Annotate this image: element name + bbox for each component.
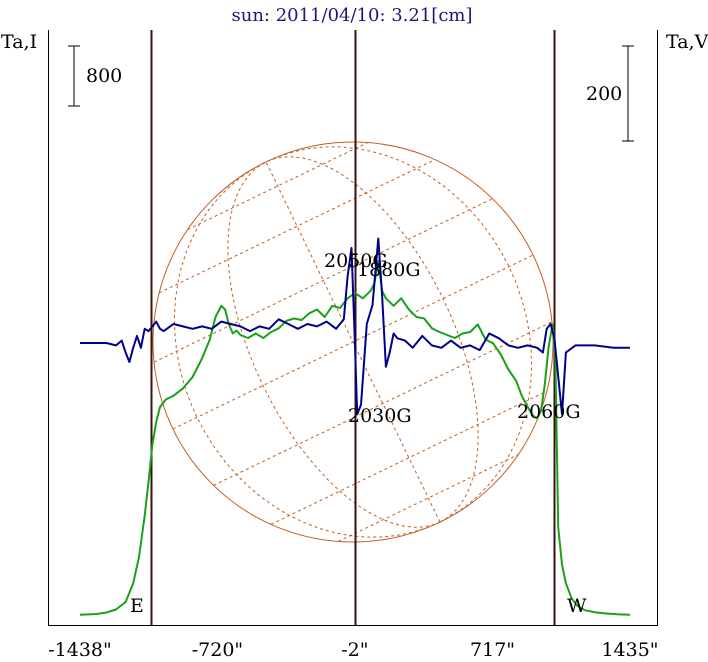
longitude-line xyxy=(173,161,441,538)
field-annotation: 2050G xyxy=(324,250,388,272)
latitude-line xyxy=(158,159,436,294)
longitude-line xyxy=(227,161,441,528)
longitude-line xyxy=(265,161,441,523)
solar-disk-grid xyxy=(152,141,554,543)
latitude-line xyxy=(153,198,493,363)
series-line-intensity xyxy=(79,259,631,616)
left-axis-label: Ta,I xyxy=(1,31,37,53)
field-annotation: 2030G xyxy=(348,405,412,427)
x-tick-label: 1435" xyxy=(601,639,658,661)
x-tick-label: -720" xyxy=(192,639,243,661)
field-annotation: 1880G xyxy=(357,259,421,281)
series-layer xyxy=(79,237,631,616)
series-line-polarization xyxy=(80,237,630,416)
x-tick-label: -1438" xyxy=(48,639,112,661)
right-scale-bar xyxy=(622,45,634,142)
left-scale-bar-label: 800 xyxy=(86,65,122,87)
right-axis-label: Ta,V xyxy=(666,31,708,53)
latitude-line xyxy=(213,321,553,486)
longitude-line xyxy=(265,156,479,523)
x-tick-labels: -1438" -720" -2" 717" 1435" xyxy=(48,639,658,661)
west-limb-label: W xyxy=(567,595,587,617)
solar-limb xyxy=(152,141,554,543)
x-tick-label: -2" xyxy=(341,639,368,661)
right-scale-bar-label: 200 xyxy=(586,83,622,105)
x-tick-label: 717" xyxy=(470,639,515,661)
chart-title: sun: 2011/04/10: 3.21[cm] xyxy=(231,5,472,26)
east-limb-label: E xyxy=(130,595,144,617)
left-scale-bar xyxy=(68,45,80,107)
field-annotation: 2060G xyxy=(517,401,581,423)
